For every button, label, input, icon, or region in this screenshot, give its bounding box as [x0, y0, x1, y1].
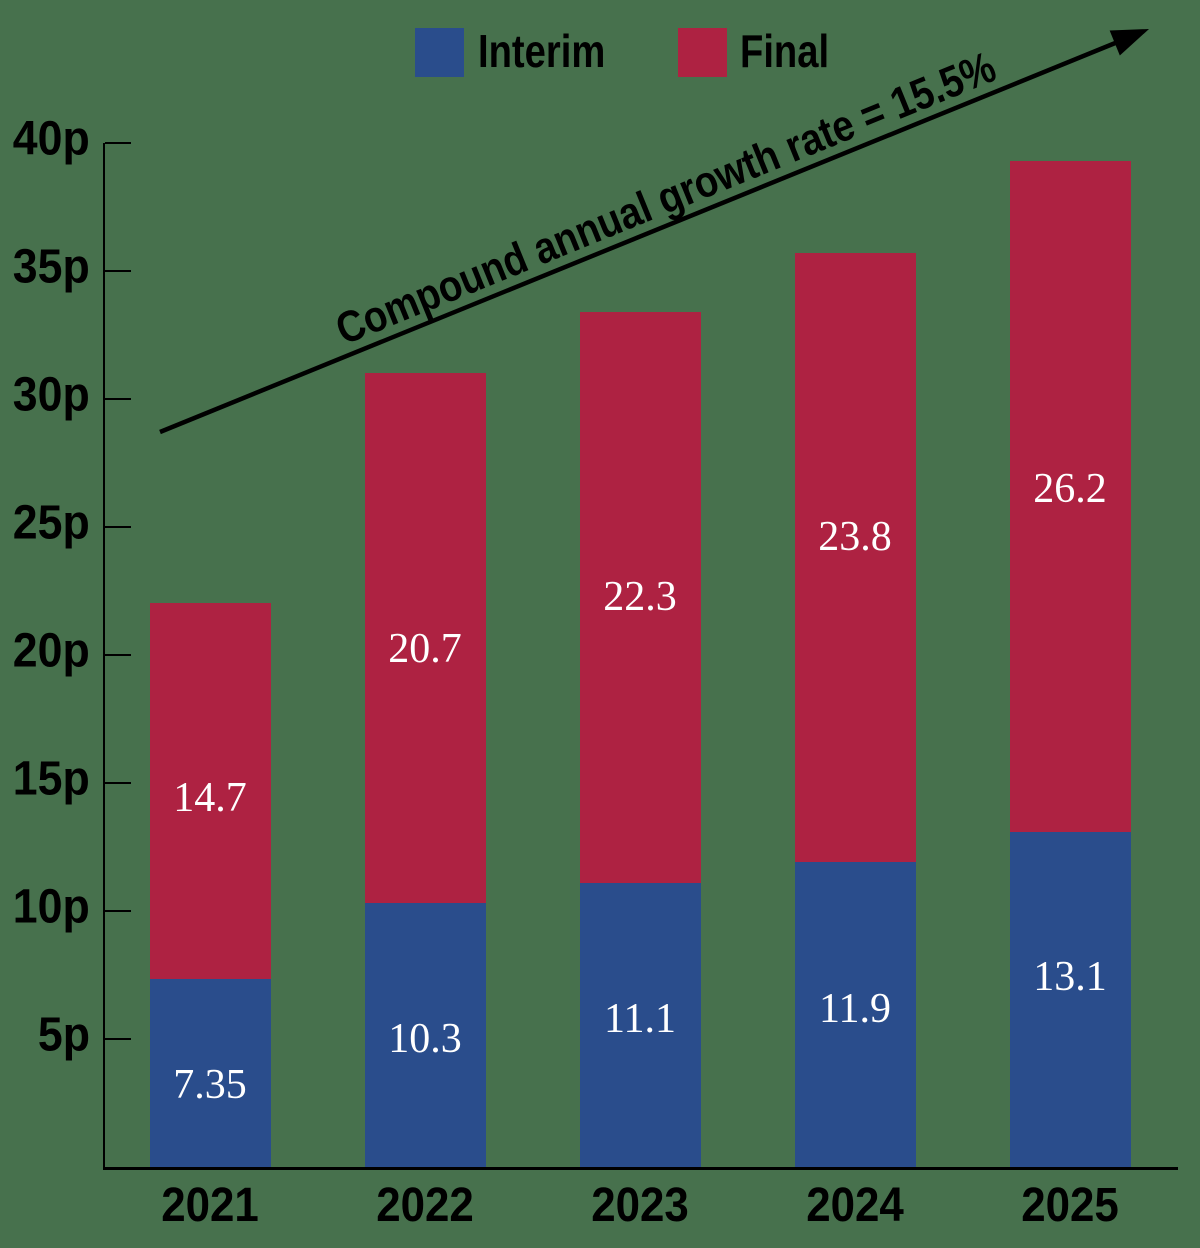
y-tick-label: 5p	[37, 1008, 90, 1062]
y-tick	[105, 142, 131, 144]
bar-value-2023-interim: 11.1	[604, 995, 676, 1042]
legend-label-final: Final	[740, 25, 830, 77]
bar-2023-interim	[579, 882, 701, 1167]
bar-2023-final	[579, 311, 701, 883]
bar-2025-final	[1009, 160, 1131, 832]
legend-swatch-final	[678, 28, 727, 77]
bar-value-2024-final: 23.8	[818, 513, 892, 560]
x-tick-label-2024: 2024	[806, 1179, 904, 1232]
y-tick	[105, 1038, 131, 1040]
y-tick-label: 20p	[13, 624, 90, 678]
legend-label-interim: Interim	[478, 25, 606, 77]
y-tick-label: 30p	[13, 368, 90, 422]
bar-2024-final	[794, 253, 916, 863]
bar-2025-interim	[1009, 831, 1131, 1167]
bar-2022-final	[364, 373, 486, 904]
x-tick-label-2021: 2021	[161, 1179, 259, 1232]
x-tick-label-2023: 2023	[591, 1179, 689, 1232]
y-tick-label: 15p	[13, 752, 90, 806]
y-tick-label: 40p	[13, 112, 90, 166]
y-tick-label: 35p	[13, 240, 90, 294]
x-tick-label-2022: 2022	[376, 1179, 474, 1232]
y-tick	[105, 526, 131, 528]
x-axis-line	[103, 1167, 1178, 1170]
bar-value-2024-interim: 11.9	[819, 985, 891, 1032]
bar-value-2021-interim: 7.35	[173, 1061, 247, 1108]
bar-value-2023-final: 22.3	[603, 573, 677, 620]
bar-value-2022-final: 20.7	[388, 625, 462, 672]
legend-swatch-interim	[415, 28, 464, 77]
bar-2021-interim	[149, 978, 271, 1167]
bar-2022-interim	[364, 903, 486, 1167]
bar-value-2025-final: 26.2	[1033, 465, 1107, 512]
x-tick-label-2025: 2025	[1021, 1179, 1119, 1232]
y-tick	[105, 910, 131, 912]
bar-2021-final	[149, 602, 271, 979]
y-tick	[105, 270, 131, 272]
y-tick	[105, 782, 131, 784]
y-tick-label: 10p	[13, 880, 90, 934]
y-tick	[105, 398, 131, 400]
y-axis-line	[103, 143, 105, 1170]
bar-value-2025-interim: 13.1	[1033, 953, 1107, 1000]
bar-value-2022-interim: 10.3	[388, 1015, 462, 1062]
y-tick-label: 25p	[13, 496, 90, 550]
bar-2024-interim	[794, 862, 916, 1167]
bar-value-2021-final: 14.7	[173, 774, 247, 821]
y-tick	[105, 654, 131, 656]
